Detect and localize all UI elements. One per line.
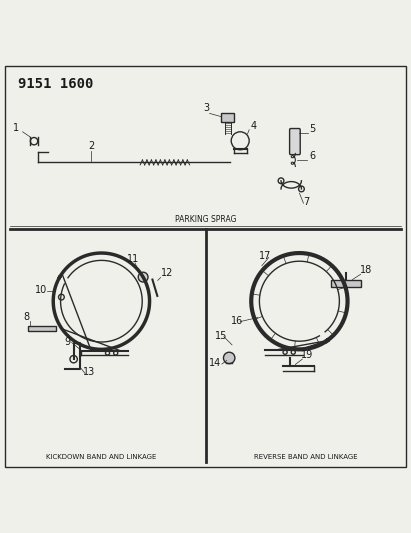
Text: 18: 18 [360, 265, 372, 276]
Text: PARKING SPRAG: PARKING SPRAG [175, 215, 236, 224]
Text: 6: 6 [309, 151, 316, 161]
Text: 4: 4 [250, 120, 256, 131]
Text: 9151 1600: 9151 1600 [18, 77, 93, 91]
Text: 16: 16 [231, 317, 243, 327]
Text: REVERSE BAND AND LINKAGE: REVERSE BAND AND LINKAGE [254, 455, 357, 461]
Text: 14: 14 [209, 358, 221, 368]
Text: 3: 3 [203, 103, 210, 114]
Bar [331, 280, 360, 287]
Text: 1: 1 [13, 123, 19, 133]
Bar [28, 326, 56, 332]
Text: 13: 13 [83, 367, 96, 377]
Text: 9: 9 [65, 337, 71, 347]
Text: 8: 8 [24, 312, 30, 321]
Circle shape [138, 272, 148, 282]
Circle shape [224, 352, 235, 364]
Text: 17: 17 [259, 251, 272, 261]
Text: 12: 12 [162, 268, 174, 278]
Text: 7: 7 [303, 197, 310, 207]
Text: 10: 10 [35, 285, 47, 295]
Text: 19: 19 [301, 350, 314, 360]
FancyBboxPatch shape [290, 128, 300, 155]
Text: KICKDOWN BAND AND LINKAGE: KICKDOWN BAND AND LINKAGE [46, 455, 157, 461]
Text: 15: 15 [215, 331, 227, 341]
Bar [222, 114, 235, 122]
Text: 2: 2 [88, 141, 94, 151]
Text: 5: 5 [309, 124, 316, 134]
Text: 11: 11 [127, 254, 139, 264]
